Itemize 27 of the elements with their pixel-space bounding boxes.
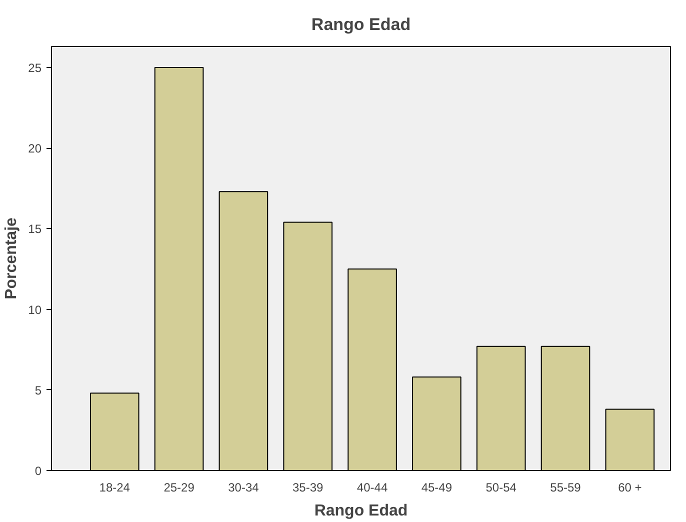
x-tick-label: 35-39	[292, 480, 324, 494]
x-tick-label: 40-44	[356, 480, 388, 494]
y-tick-label: 20	[28, 142, 42, 156]
y-tick-label: 10	[28, 302, 42, 317]
bar	[283, 222, 333, 470]
bar	[218, 191, 268, 470]
x-tick-label: 45-49	[421, 480, 452, 494]
bar	[90, 392, 140, 470]
x-axis-title: Rango Edad	[314, 502, 408, 520]
x-tick-label: 30-34	[228, 480, 260, 494]
y-tick-label: 0	[34, 464, 42, 478]
x-tick-label: 55-59	[550, 480, 582, 494]
bar	[412, 376, 462, 470]
bar	[605, 408, 655, 470]
bar	[540, 346, 590, 470]
y-axis-title: Porcentaje	[3, 217, 20, 300]
x-tick-label: 25-29	[164, 480, 195, 494]
y-tick-label: 15	[28, 222, 42, 236]
x-tick-label: 50-54	[486, 480, 517, 494]
bar	[348, 268, 397, 470]
y-tick-label: 5	[34, 383, 42, 398]
x-tick-label: 60 +	[618, 480, 642, 494]
bar	[154, 66, 204, 470]
y-tick-label: 25	[28, 60, 42, 75]
bar	[476, 346, 526, 470]
chart-title: Rango Edad	[311, 15, 411, 34]
x-tick-label: 18-24	[99, 480, 130, 494]
